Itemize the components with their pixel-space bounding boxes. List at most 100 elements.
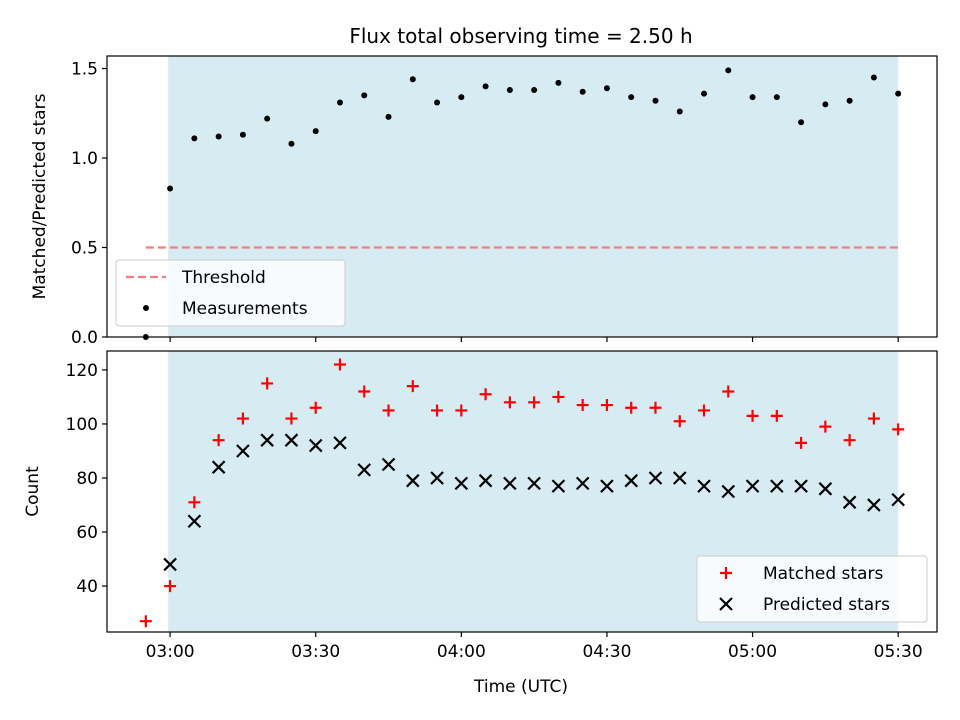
measurement-point [579, 88, 586, 95]
matched-star-point [867, 412, 880, 425]
legend-matched-swatch [720, 567, 732, 579]
matched-star-point [455, 404, 468, 417]
measurement-point [555, 79, 562, 86]
legend-measurement-swatch [143, 305, 149, 311]
measurement-point [603, 85, 610, 92]
measurement-point [288, 140, 295, 147]
matched-star-point [406, 380, 419, 393]
matched-star-point [431, 404, 444, 417]
x-axis-label: Time (UTC) [473, 677, 568, 697]
predicted-star-point [624, 473, 638, 488]
measurement-point [628, 94, 635, 101]
predicted-star-point [187, 514, 202, 528]
measurement-point [458, 94, 465, 101]
measurement-point [822, 101, 829, 108]
matched-star-point [649, 401, 662, 414]
x-tick-label: 05:00 [728, 642, 777, 662]
predicted-star-point [478, 473, 493, 488]
x-tick-label: 03:30 [291, 642, 340, 662]
predicted-star-point [406, 473, 420, 488]
measurement-point [676, 108, 683, 115]
x-tick-label: 03:00 [146, 642, 195, 662]
predicted-star-point [575, 476, 590, 491]
predicted-star-point [503, 476, 517, 491]
top-plot-frame [106, 55, 938, 338]
predicted-star-point [745, 479, 760, 493]
predicted-star-point [527, 476, 541, 491]
bottom-y-tick-label: 40 [76, 577, 98, 597]
measurement-point [191, 135, 198, 142]
matched-star-point [236, 412, 249, 425]
matched-star-point [819, 420, 832, 433]
bottom-y-axis-label: Count [23, 466, 43, 517]
predicted-star-point [284, 433, 299, 447]
top-legend: Threshold Measurements [115, 259, 346, 327]
predicted-star-point [867, 498, 881, 512]
measurement-point [846, 97, 853, 104]
legend-threshold-label: Threshold [181, 268, 266, 288]
matched-star-point [698, 404, 711, 417]
measurement-point [336, 99, 343, 106]
predicted-star-point [648, 471, 663, 485]
bottom-y-tick-label: 80 [76, 469, 98, 489]
bottom-panel: 40 60 80 100 120 03:00 03:30 04:00 04:30 05:00 05:… [23, 350, 938, 662]
top-y-tick-label: 1.0 [71, 149, 98, 169]
matched-star-point [625, 401, 638, 414]
predicted-star-point [454, 476, 469, 491]
measurement-point [385, 113, 392, 120]
matched-star-point [673, 415, 686, 428]
measurement-point [725, 67, 732, 74]
measurement-point [773, 94, 780, 101]
measurement-point [798, 119, 805, 126]
measurement-point [434, 99, 441, 106]
x-tick-label: 05:30 [874, 642, 923, 662]
legend-predicted-label: Predicted stars [763, 595, 890, 615]
predicted-star-point [818, 482, 833, 496]
predicted-star-point [211, 460, 226, 474]
matched-star-point [333, 358, 346, 371]
bottom-y-tick-label: 60 [76, 523, 98, 543]
bottom-y-tick-label: 120 [66, 361, 98, 381]
chart-title: Flux total observing time = 2.50 h [349, 24, 692, 48]
top-y-axis-label: Matched/Predicted stars [30, 93, 50, 299]
legend-measurement-label: Measurements [182, 299, 308, 319]
matched-star-point [843, 434, 856, 447]
predicted-star-point [163, 557, 177, 572]
bottom-y-tick-label: 100 [66, 415, 98, 435]
top-panel: 0.0 0.5 1.0 1.5 Matched/Predicted stars Thres… [30, 55, 938, 348]
predicted-star-point [697, 479, 711, 493]
matched-star-point [382, 404, 395, 417]
predicted-star-point [794, 479, 808, 493]
matched-star-point [528, 396, 541, 409]
predicted-star-point [551, 479, 566, 493]
matched-star-point [285, 412, 298, 425]
matched-star-point [503, 396, 516, 409]
predicted-star-point [308, 438, 323, 453]
matched-star-point [212, 434, 225, 447]
legend-box [115, 259, 346, 327]
predicted-star-point [770, 479, 784, 493]
matched-star-point [600, 399, 613, 412]
matched-star-point [358, 385, 371, 398]
measurement-point [506, 87, 513, 94]
measurement-point [652, 97, 659, 104]
predicted-star-point [430, 471, 444, 485]
measurement-point [482, 83, 489, 90]
measurement-point [531, 87, 538, 94]
x-tick-label: 04:30 [582, 642, 631, 662]
measurement-point [167, 185, 174, 192]
measurement-point [895, 90, 902, 97]
matched-star-point [722, 385, 735, 398]
matched-star-point [576, 399, 589, 412]
top-data-points [142, 67, 902, 340]
predicted-star-point [672, 471, 687, 485]
predicted-star-point [333, 436, 347, 450]
measurement-point [870, 74, 877, 81]
matched-star-point [770, 409, 783, 422]
legend-matched-label: Matched stars [763, 564, 883, 584]
predicted-star-point [260, 433, 274, 447]
measurement-point [312, 128, 319, 135]
legend-box [696, 555, 928, 623]
matched-star-point [552, 390, 565, 403]
bottom-plot-frame [106, 350, 938, 633]
